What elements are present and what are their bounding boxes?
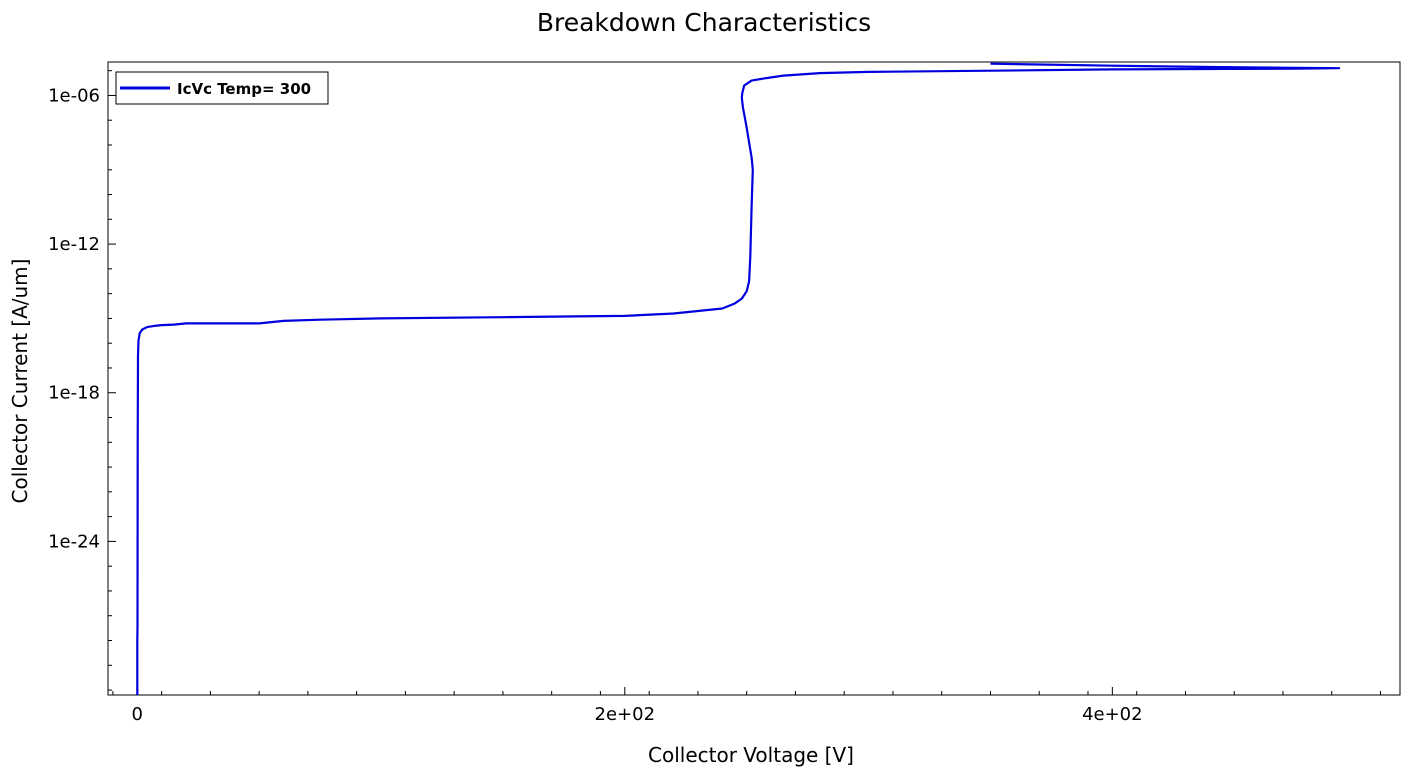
x-tick-label: 0	[132, 704, 143, 725]
x-tick-label: 4e+02	[1082, 704, 1143, 725]
axis-tick-labels: 0 2e+02 4e+02 1e-24 1e-18 1e-12 1e-06	[48, 85, 1143, 725]
x-axis-label: Collector Voltage [V]	[648, 743, 854, 767]
y-axis-label: Collector Current [A/um]	[8, 259, 32, 504]
y-tick-label: 1e-24	[48, 531, 100, 552]
chart-title: Breakdown Characteristics	[537, 8, 871, 37]
x-tick-label: 2e+02	[595, 704, 656, 725]
series-layer	[136, 62, 1341, 695]
y-tick-label: 1e-06	[48, 85, 100, 106]
plot-frame	[107, 61, 1401, 696]
y-tick-label: 1e-12	[48, 234, 100, 255]
legend-label: IcVc Temp= 300	[177, 80, 311, 98]
series-line	[136, 62, 1341, 695]
legend: IcVc Temp= 300	[115, 71, 329, 105]
axis-ticks	[108, 70, 1381, 695]
y-tick-label: 1e-18	[48, 383, 100, 404]
